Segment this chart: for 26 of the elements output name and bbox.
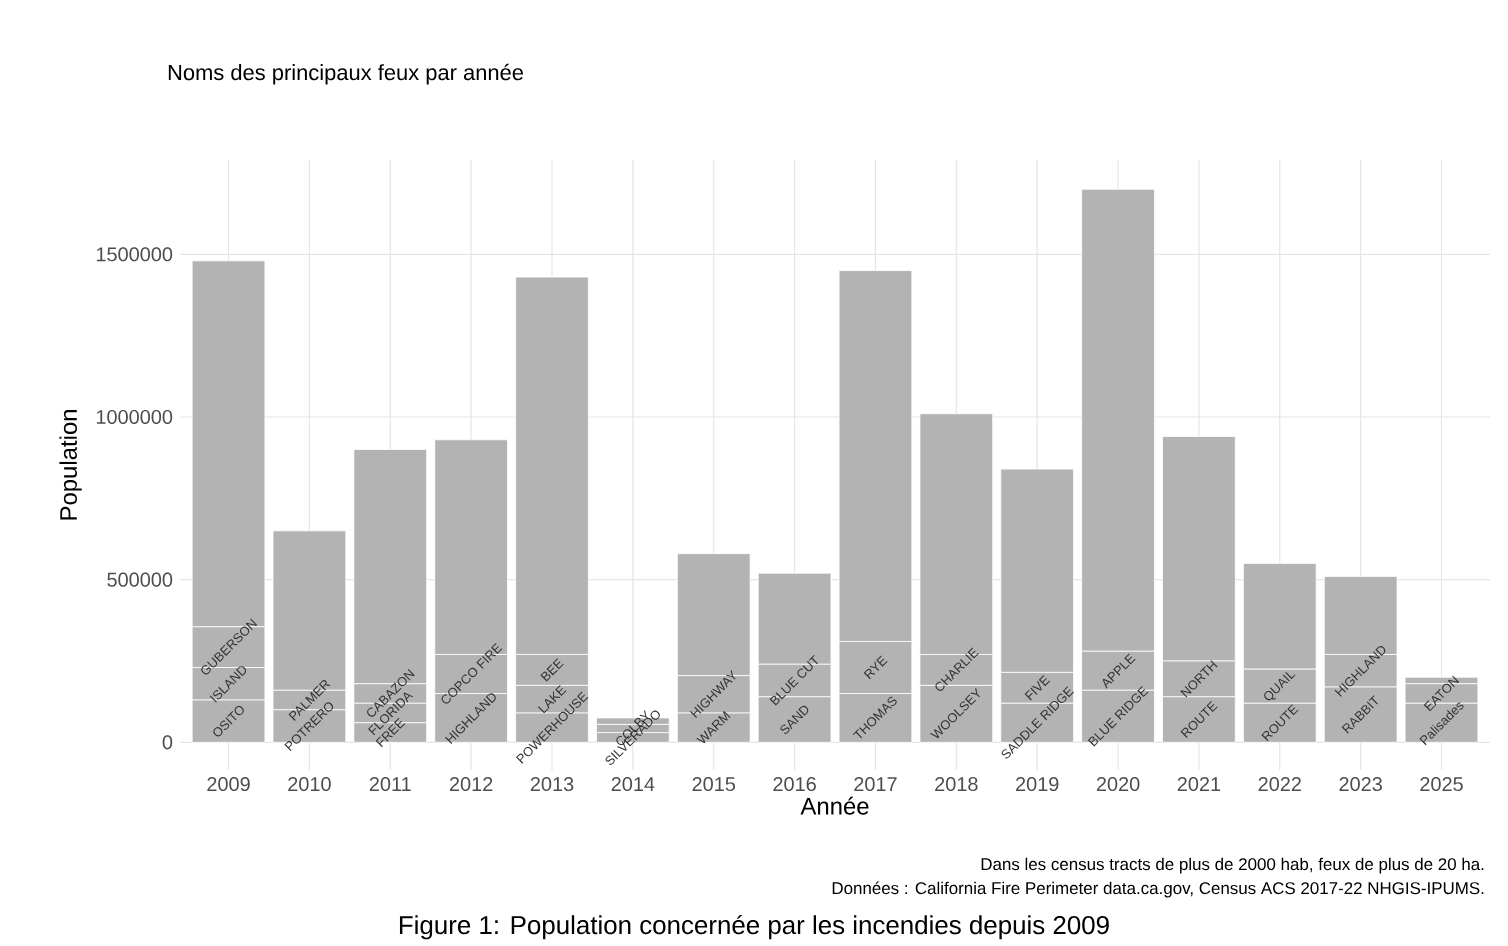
x-tick-label: 2025 bbox=[1420, 777, 1463, 792]
x-tick-label: 2016 bbox=[773, 777, 816, 792]
x-tick-label: 2009 bbox=[207, 777, 250, 792]
text: Dans les census tracts de plus de 2000 hab, feux de plus de 20 ha. bbox=[981, 857, 1484, 874]
y-tick-label: 1500000 bbox=[96, 247, 173, 262]
y-tick-label: 0 bbox=[162, 735, 173, 750]
x-tick-label: 2022 bbox=[1258, 777, 1301, 792]
x-tick-label: 2021 bbox=[1177, 777, 1221, 792]
x-tick-label: 2020 bbox=[1096, 777, 1140, 792]
x-tick-label: 2014 bbox=[611, 777, 655, 792]
chart-title: Noms des principaux feux par année bbox=[168, 63, 523, 85]
caption: Figure 1: Population concernée par les incendies depuis 2009 bbox=[399, 914, 1109, 940]
x-tick-label: 2012 bbox=[449, 777, 493, 792]
x-tick-label: 2018 bbox=[935, 777, 978, 792]
y-axis-title: Population bbox=[59, 410, 82, 520]
x-axis-title: Année bbox=[800, 796, 869, 815]
x-tick-label: 2017 bbox=[854, 777, 897, 792]
x-tick-label: 2015 bbox=[692, 777, 736, 792]
x-tick-label: 2013 bbox=[530, 777, 574, 792]
x-tick-label: 2010 bbox=[288, 777, 331, 792]
y-tick-label: 500000 bbox=[107, 572, 173, 587]
x-tick-label: 2023 bbox=[1339, 777, 1382, 792]
x-tick-label: 2019 bbox=[1016, 777, 1059, 792]
text: Données : California Fire Perimeter data.ca.gov, Census ACS 2017-22 NHGIS-IPUMS. bbox=[832, 881, 1484, 898]
x-tick-label: 2011 bbox=[369, 777, 411, 792]
y-tick-label: 1000000 bbox=[96, 409, 173, 425]
